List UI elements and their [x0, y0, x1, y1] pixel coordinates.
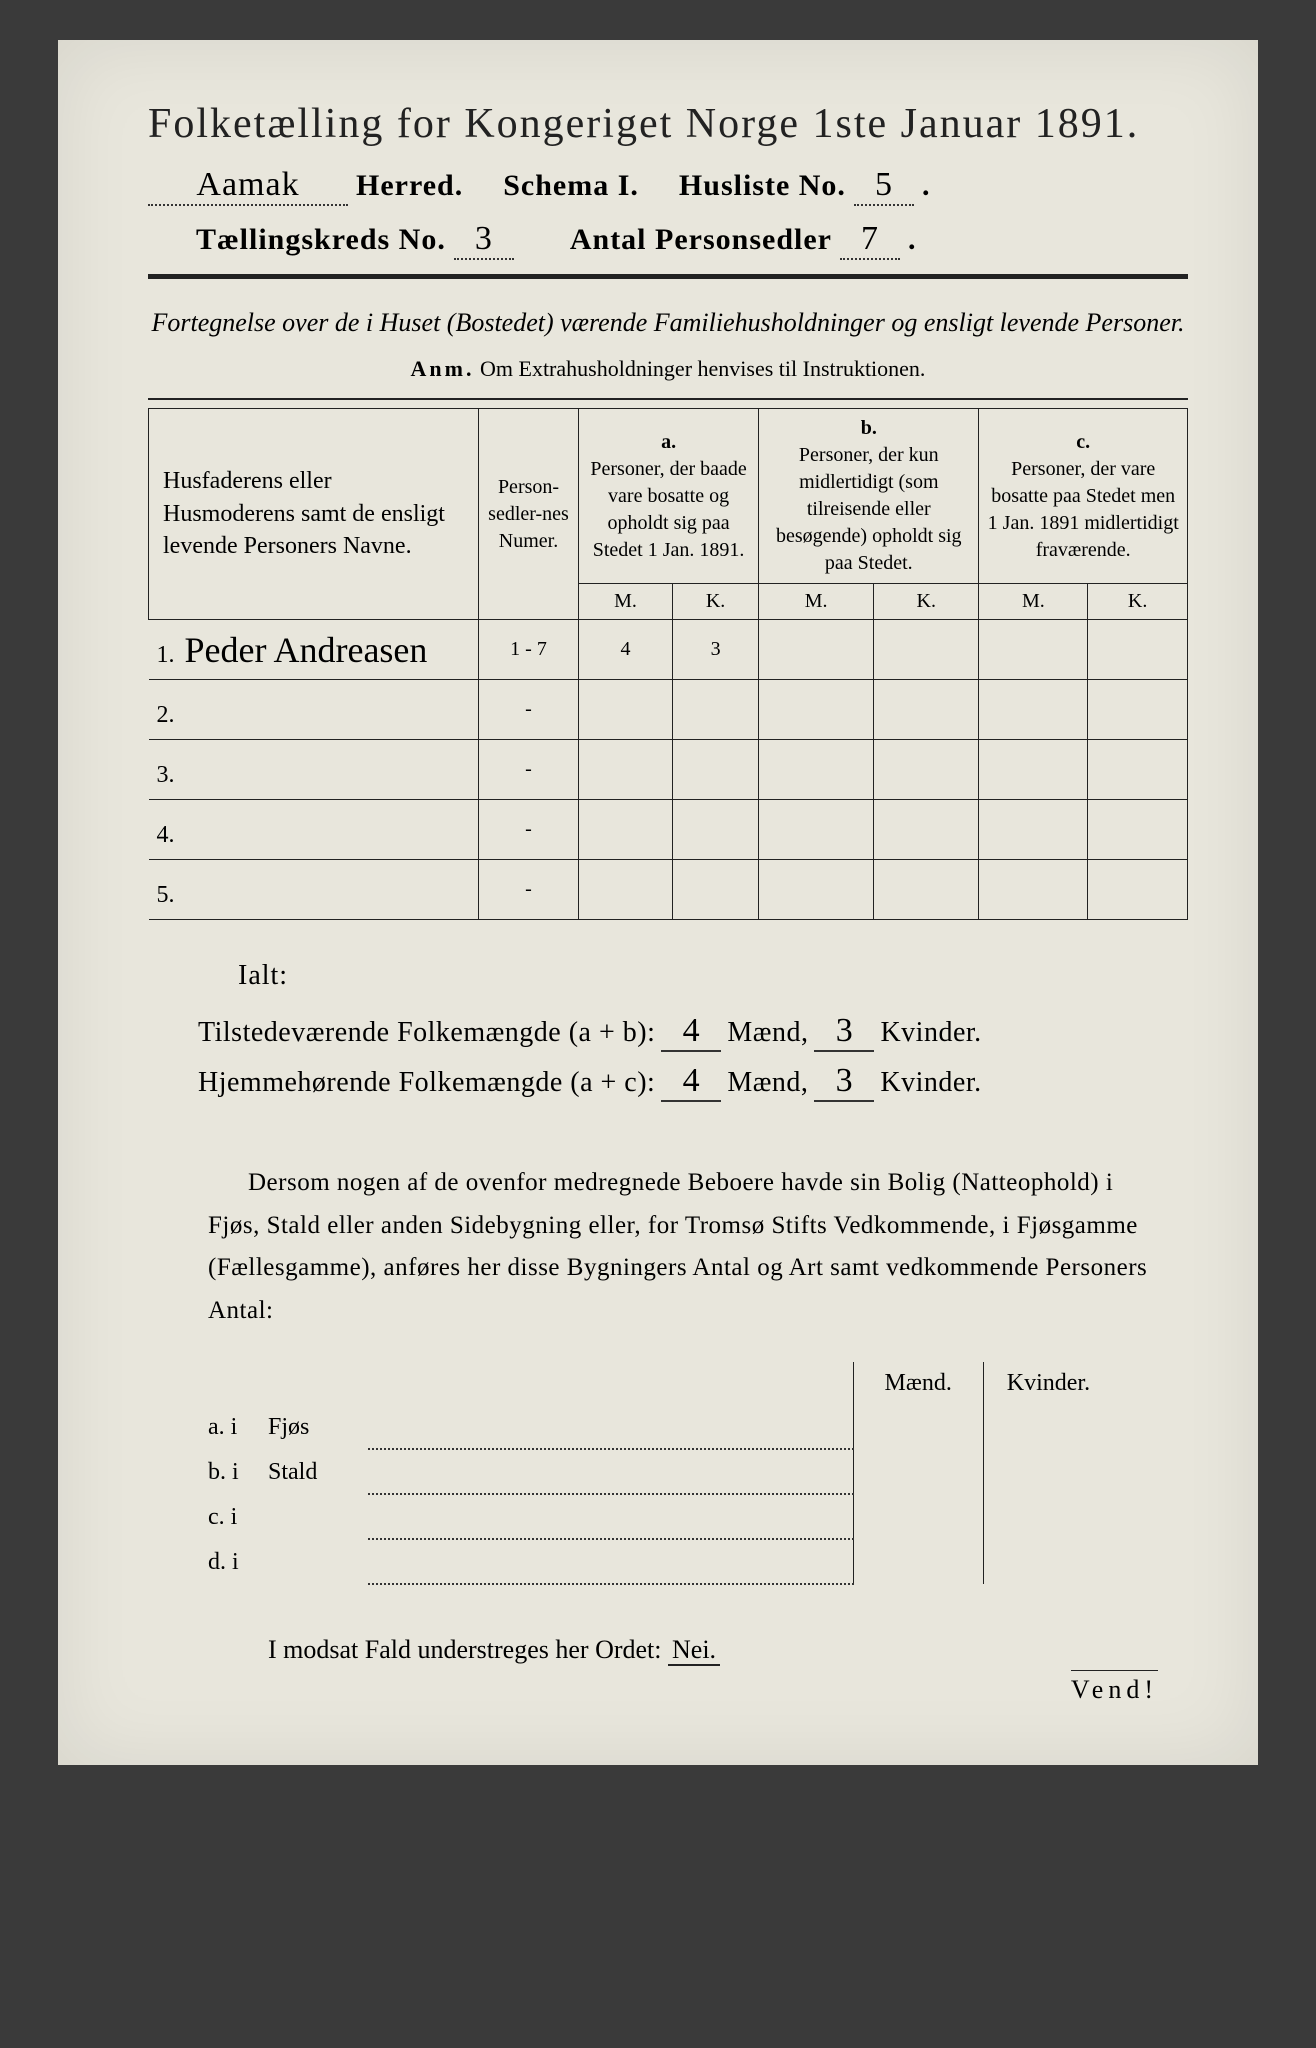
tilstede-m: 4 [661, 1012, 721, 1052]
tilstede-label: Tilstedeværende Folkemængde (a + b): [198, 1017, 655, 1049]
hjemme-m: 4 [661, 1062, 721, 1102]
tilstede-k: 3 [814, 1012, 874, 1052]
col-c-m: M. [979, 584, 1088, 620]
table-row: 1. Peder Andreasen1 - 743 [149, 620, 1188, 680]
households-table: Husfaderens eller Husmoderens samt de en… [148, 408, 1188, 920]
header-line-2: Aamak Herred. Schema I. Husliste No. 5 . [148, 166, 1188, 206]
bygn-row: a. iFjøs [198, 1405, 1113, 1449]
hjemme-label: Hjemmehørende Folkemængde (a + c): [198, 1067, 655, 1099]
col-a-m: M. [579, 584, 673, 620]
husliste-no: 5 [854, 166, 914, 206]
header-line-3: Tællingskreds No. 3 Antal Personsedler 7… [148, 220, 1188, 260]
husliste-label: Husliste No. [679, 169, 846, 203]
personsedler-label: Antal Personsedler [570, 223, 832, 257]
ialt-label: Ialt: [238, 960, 1188, 992]
anm-line: Anm. Om Extrahusholdninger henvises til … [148, 356, 1188, 382]
nei-word: Nei. [668, 1635, 720, 1666]
anm-text: Om Extrahusholdninger henvises til Instr… [480, 356, 925, 381]
bygn-row: b. iStald [198, 1449, 1113, 1494]
col-b-m: M. [759, 584, 874, 620]
bygninger-paragraph: Dersom nogen af de ovenfor medregnede Be… [208, 1162, 1158, 1332]
personsedler-no: 7 [840, 220, 900, 260]
col-names: Husfaderens eller Husmoderens samt de en… [149, 409, 479, 620]
tilstede-line: Tilstedeværende Folkemængde (a + b): 4 M… [198, 1012, 1188, 1052]
bygn-row: d. i [198, 1539, 1113, 1584]
col-numer: Person-sedler-nes Numer. [479, 409, 579, 620]
bygn-row: c. i [198, 1494, 1113, 1539]
col-c-k: K. [1088, 584, 1188, 620]
vend-label: Vend! [1071, 1670, 1158, 1705]
schema-label: Schema I. [503, 169, 639, 203]
col-a-k: K. [673, 584, 759, 620]
rule-thick [148, 274, 1188, 279]
hjemme-k: 3 [814, 1062, 874, 1102]
subtitle: Fortegnelse over de i Huset (Bostedet) v… [148, 303, 1188, 342]
kreds-no: 3 [454, 220, 514, 260]
page-title: Folketælling for Kongeriget Norge 1ste J… [148, 100, 1188, 148]
table-row: 4. - [149, 800, 1188, 860]
col-b-k: K. [874, 584, 979, 620]
census-form-page: Folketælling for Kongeriget Norge 1ste J… [58, 40, 1258, 1765]
col-a: a.Personer, der baade vare bosatte og op… [579, 409, 759, 584]
col-c: c.Personer, der vare bosatte paa Stedet … [979, 409, 1188, 584]
nei-line: I modsat Fald understreges her Ordet: Ne… [268, 1635, 1188, 1665]
herred-field: Aamak [148, 166, 348, 206]
table-row: 3. - [149, 740, 1188, 800]
rule-thin [148, 398, 1188, 400]
bygninger-table: Mænd. Kvinder. a. iFjøs b. iStald c. i d… [198, 1362, 1113, 1585]
hjemme-line: Hjemmehørende Folkemængde (a + c): 4 Mæn… [198, 1062, 1188, 1102]
table-row: 5. - [149, 860, 1188, 920]
anm-label: Anm. [411, 356, 475, 381]
herred-label: Herred. [356, 169, 463, 203]
col-b: b.Personer, der kun midlertidigt (som ti… [759, 409, 979, 584]
bygn-maend: Mænd. [853, 1362, 983, 1405]
kreds-label: Tællingskreds No. [196, 223, 446, 257]
table-row: 2. - [149, 680, 1188, 740]
bygn-kvinder: Kvinder. [983, 1362, 1113, 1405]
